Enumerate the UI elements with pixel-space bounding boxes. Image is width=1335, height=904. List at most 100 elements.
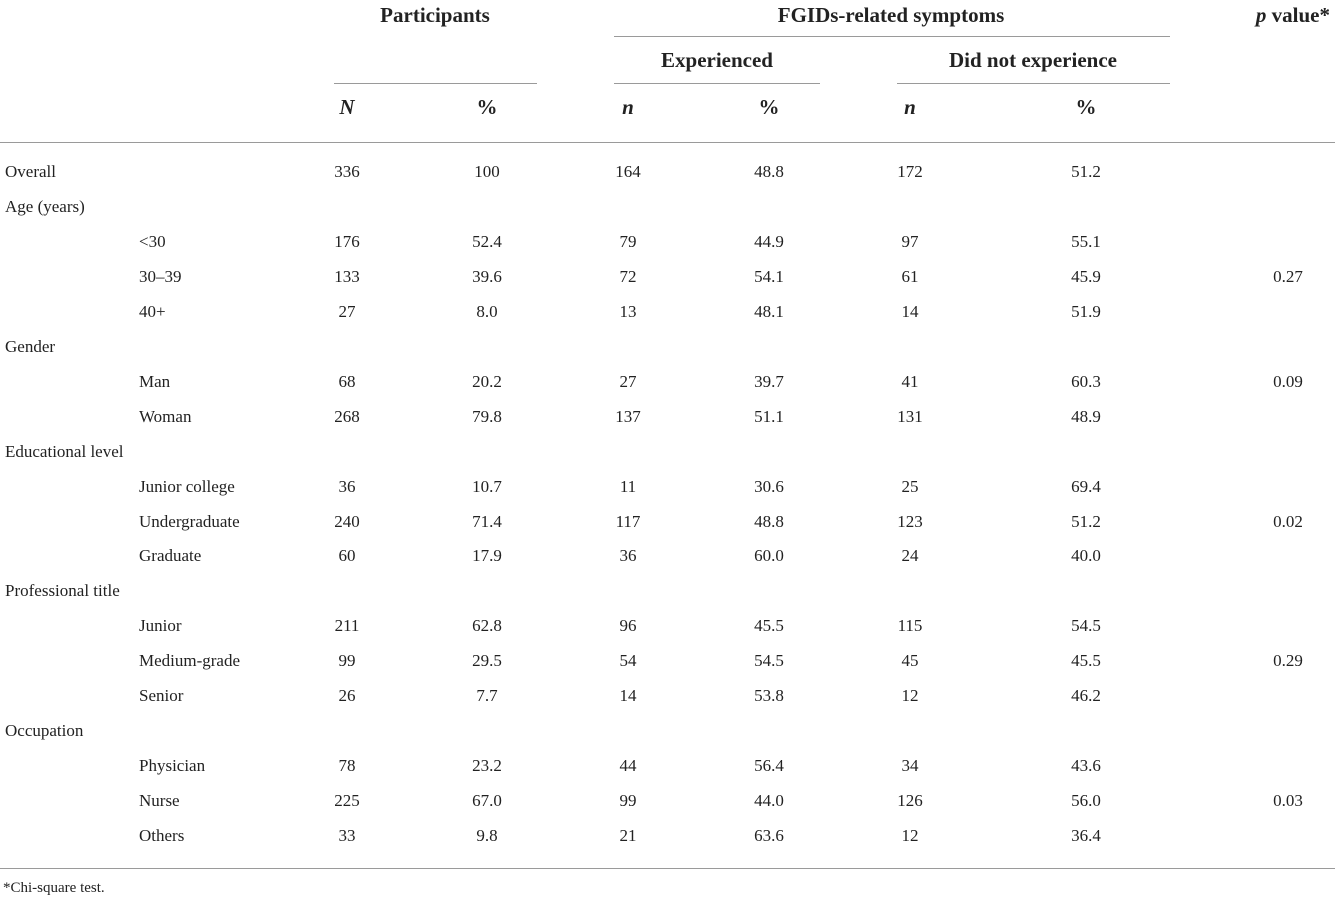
cell-participants-pct: 7.7 [476,686,498,705]
row-label: Undergraduate [139,512,240,531]
row-label: Junior [139,616,182,635]
cell-experienced-pct: 39.7 [754,372,784,391]
cell-participants-n: 225 [334,791,360,810]
row-label: Overall [5,162,56,181]
cell-p-value: 0.27 [1273,267,1303,286]
experienced-header: Experienced [661,48,773,72]
cell-experienced-pct: 63.6 [754,826,784,845]
cell-did-not-n: 123 [897,512,923,531]
experienced-underline [614,83,820,84]
cell-experienced-n: 13 [619,302,637,321]
cell-did-not-pct: 36.4 [1071,826,1101,845]
row-label: Others [139,826,185,845]
row-label: Educational level [5,442,124,461]
cell-participants-pct: 10.7 [472,477,502,496]
cell-experienced-pct: 54.1 [754,267,784,286]
cell-did-not-n: 97 [901,232,919,251]
participants-header: Participants [380,3,490,27]
cell-did-not-n: 61 [901,267,919,286]
cell-did-not-n: 34 [901,756,919,775]
cell-did-not-n: 24 [901,546,919,565]
row-label: Age (years) [5,197,85,216]
cell-experienced-n: 21 [619,826,637,845]
cell-did-not-n: 12 [901,686,919,705]
cell-did-not-n: 172 [897,162,923,181]
cell-participants-n: 27 [338,302,356,321]
row-label: 30–39 [139,267,182,286]
cell-participants-pct: 62.8 [472,616,502,635]
cell-participants-n: 68 [338,372,356,391]
row-label: Junior college [139,477,235,496]
cell-participants-n: 99 [338,651,356,670]
cell-did-not-pct: 48.9 [1071,407,1101,426]
p-value-letter: p [1255,3,1267,27]
cell-participants-pct: 9.8 [476,826,498,845]
cell-participants-pct: 39.6 [472,267,502,286]
cell-experienced-pct: 56.4 [754,756,784,775]
header-bottom-rule [0,142,1335,143]
cell-did-not-n: 126 [897,791,923,810]
cell-did-not-n: 12 [901,826,919,845]
cell-experienced-pct: 48.8 [754,512,784,531]
cell-did-not-pct: 51.9 [1071,302,1101,321]
cell-did-not-n: 41 [901,372,919,391]
col-exp-n-header: n [622,95,634,119]
row-label: Woman [139,407,192,426]
cell-did-not-pct: 43.6 [1071,756,1101,775]
cell-did-not-pct: 56.0 [1071,791,1101,810]
cell-experienced-pct: 54.5 [754,651,784,670]
row-label: Senior [139,686,184,705]
fgids-underline [614,36,1170,37]
cell-participants-n: 336 [334,162,360,181]
cell-did-not-n: 45 [901,651,919,670]
cell-experienced-n: 164 [615,162,641,181]
cell-did-not-pct: 69.4 [1071,477,1101,496]
cell-did-not-pct: 51.2 [1071,162,1101,181]
col-dn-n-header: n [904,95,916,119]
col-dn-pct-header: % [1075,95,1097,119]
row-label: Graduate [139,546,202,565]
cell-did-not-pct: 46.2 [1071,686,1101,705]
cell-participants-n: 36 [338,477,356,496]
row-label: Man [139,372,171,391]
cell-experienced-pct: 30.6 [754,477,784,496]
cell-participants-n: 240 [334,512,360,531]
cell-participants-pct: 17.9 [472,546,502,565]
row-label: Gender [5,337,56,356]
cell-participants-n: 78 [338,756,356,775]
cell-participants-n: 33 [338,826,356,845]
cell-experienced-pct: 44.0 [754,791,784,810]
cell-did-not-n: 14 [901,302,919,321]
cell-experienced-pct: 53.8 [754,686,784,705]
cell-participants-n: 60 [338,546,356,565]
cell-experienced-pct: 48.1 [754,302,784,321]
cell-participants-n: 268 [334,407,360,426]
cell-participants-pct: 23.2 [472,756,502,775]
cell-experienced-pct: 44.9 [754,232,784,251]
cell-p-value: 0.09 [1273,372,1303,391]
cell-participants-pct: 67.0 [472,791,502,810]
cell-experienced-n: 99 [619,791,637,810]
cell-experienced-n: 72 [619,267,637,286]
cell-participants-n: 26 [338,686,356,705]
cell-experienced-n: 27 [619,372,637,391]
cell-participants-n: 176 [334,232,360,251]
cell-p-value: 0.29 [1273,651,1303,670]
cell-participants-pct: 20.2 [472,372,502,391]
cell-experienced-pct: 45.5 [754,616,784,635]
cell-did-not-pct: 55.1 [1071,232,1101,251]
p-value-rest: value* [1266,3,1330,27]
cell-experienced-n: 117 [615,512,641,531]
row-label: Physician [139,756,206,775]
p-value-header: p value* [1256,3,1330,28]
cell-participants-n: 133 [334,267,360,286]
cell-experienced-pct: 51.1 [754,407,784,426]
cell-did-not-pct: 40.0 [1071,546,1101,565]
cell-experienced-n: 11 [619,477,637,496]
cell-participants-pct: 79.8 [472,407,502,426]
cell-experienced-n: 44 [619,756,637,775]
cell-p-value: 0.02 [1273,512,1303,531]
cell-experienced-pct: 48.8 [754,162,784,181]
row-label: <30 [139,232,166,251]
cell-did-not-pct: 54.5 [1071,616,1101,635]
